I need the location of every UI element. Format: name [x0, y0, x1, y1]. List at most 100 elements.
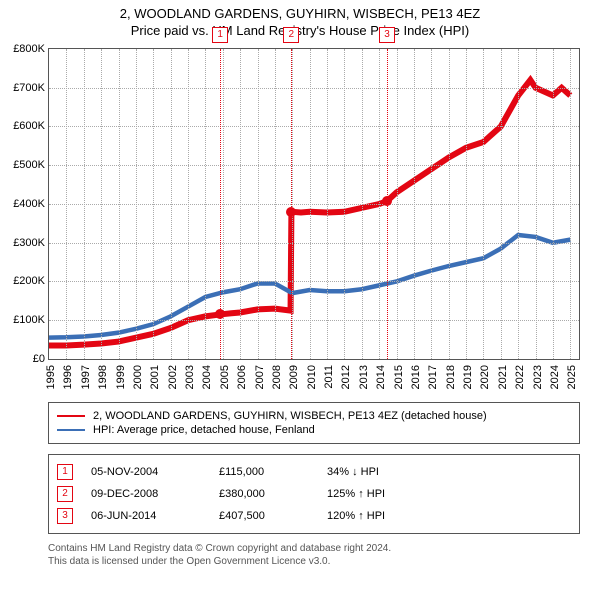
vgrid-line [66, 49, 67, 359]
sale-dot [382, 196, 392, 206]
xtick-label: 1996 [62, 365, 74, 389]
vgrid-line [292, 49, 293, 359]
vgrid-line [379, 49, 380, 359]
vgrid-line [397, 49, 398, 359]
xtick-label: 2014 [375, 365, 387, 389]
legend-label: 2, WOODLAND GARDENS, GUYHIRN, WISBECH, P… [93, 410, 487, 422]
xtick-label: 2025 [566, 365, 578, 389]
xtick-label: 2012 [340, 365, 352, 389]
sales-idx-box: 3 [57, 508, 73, 524]
sales-table: 105-NOV-2004£115,00034% ↓ HPI209-DEC-200… [48, 454, 580, 534]
ytick-label: £200K [13, 275, 45, 287]
chart-title-block: 2, WOODLAND GARDENS, GUYHIRN, WISBECH, P… [0, 0, 600, 44]
sale-marker-box: 3 [379, 27, 395, 43]
xtick-label: 2017 [427, 365, 439, 389]
xtick-label: 2021 [497, 365, 509, 389]
xtick-label: 1995 [45, 365, 57, 389]
footer-attribution: Contains HM Land Registry data © Crown c… [48, 542, 580, 568]
ytick-label: £600K [13, 120, 45, 132]
sales-hpi: 34% ↓ HPI [327, 466, 379, 478]
hgrid-line [49, 243, 579, 244]
xtick-label: 2013 [358, 365, 370, 389]
xtick-label: 2016 [410, 365, 422, 389]
vgrid-line [570, 49, 571, 359]
xtick-label: 2019 [462, 365, 474, 389]
title-line-2: Price paid vs. HM Land Registry's House … [10, 23, 590, 40]
sales-row: 209-DEC-2008£380,000125% ↑ HPI [57, 483, 571, 505]
xtick-label: 2005 [219, 365, 231, 389]
vgrid-line [327, 49, 328, 359]
sales-row: 1 05-NOV-2004 £115,000 34% ↓ HPI [57, 461, 571, 483]
xtick-label: 2002 [167, 365, 179, 389]
vgrid-line [101, 49, 102, 359]
ytick-label: £100K [13, 314, 45, 326]
ytick-label: £700K [13, 82, 45, 94]
vgrid-line [136, 49, 137, 359]
xtick-label: 2011 [323, 365, 335, 389]
ytick-label: £400K [13, 198, 45, 210]
chart-plot-area: £0£100K£200K£300K£400K£500K£600K£700K£80… [48, 48, 580, 360]
vgrid-line [431, 49, 432, 359]
vgrid-line [119, 49, 120, 359]
xtick-label: 2004 [201, 365, 213, 389]
vgrid-line [205, 49, 206, 359]
xtick-label: 2008 [271, 365, 283, 389]
xtick-label: 2010 [306, 365, 318, 389]
xtick-label: 2023 [532, 365, 544, 389]
vgrid-line [258, 49, 259, 359]
xtick-label: 2009 [288, 365, 300, 389]
sales-date: 05-NOV-2004 [91, 466, 201, 478]
vgrid-line [171, 49, 172, 359]
sales-idx-box: 1 [57, 464, 73, 480]
legend-row: HPI: Average price, detached house, Fenl… [57, 423, 571, 437]
ytick-label: £300K [13, 237, 45, 249]
ytick-label: £500K [13, 159, 45, 171]
sales-price: £380,000 [219, 488, 309, 500]
sales-price: £115,000 [219, 466, 309, 478]
xtick-label: 2000 [132, 365, 144, 389]
xtick-label: 2003 [184, 365, 196, 389]
vgrid-line [466, 49, 467, 359]
xtick-label: 2018 [445, 365, 457, 389]
legend-label: HPI: Average price, detached house, Fenl… [93, 424, 315, 436]
legend-row: 2, WOODLAND GARDENS, GUYHIRN, WISBECH, P… [57, 409, 571, 423]
vgrid-line [240, 49, 241, 359]
sales-date: 09-DEC-2008 [91, 488, 201, 500]
hgrid-line [49, 320, 579, 321]
vgrid-line [188, 49, 189, 359]
sale-vline [291, 49, 292, 359]
vgrid-line [275, 49, 276, 359]
hgrid-line [49, 88, 579, 89]
ytick-label: £800K [13, 43, 45, 55]
vgrid-line [553, 49, 554, 359]
sales-hpi: 120% ↑ HPI [327, 510, 385, 522]
title-line-1: 2, WOODLAND GARDENS, GUYHIRN, WISBECH, P… [10, 6, 590, 23]
ytick-label: £0 [33, 353, 45, 365]
legend-box: 2, WOODLAND GARDENS, GUYHIRN, WISBECH, P… [48, 402, 580, 444]
footer-line-2: This data is licensed under the Open Gov… [48, 555, 580, 568]
sales-row: 306-JUN-2014£407,500120% ↑ HPI [57, 505, 571, 527]
sales-price: £407,500 [219, 510, 309, 522]
sale-marker-box: 2 [283, 27, 299, 43]
sale-marker-box: 1 [212, 27, 228, 43]
vgrid-line [344, 49, 345, 359]
xtick-label: 2015 [393, 365, 405, 389]
hgrid-line [49, 126, 579, 127]
xtick-label: 2024 [549, 365, 561, 389]
sales-hpi: 125% ↑ HPI [327, 488, 385, 500]
footer-line-1: Contains HM Land Registry data © Crown c… [48, 542, 580, 555]
xtick-label: 1998 [97, 365, 109, 389]
xtick-label: 1999 [115, 365, 127, 389]
vgrid-line [449, 49, 450, 359]
vgrid-line [518, 49, 519, 359]
hgrid-line [49, 281, 579, 282]
sale-dot [215, 309, 225, 319]
hgrid-line [49, 204, 579, 205]
vgrid-line [84, 49, 85, 359]
vgrid-line [310, 49, 311, 359]
vgrid-line [501, 49, 502, 359]
xtick-label: 2001 [149, 365, 161, 389]
vgrid-line [153, 49, 154, 359]
legend-swatch [57, 429, 85, 431]
xtick-label: 2006 [236, 365, 248, 389]
